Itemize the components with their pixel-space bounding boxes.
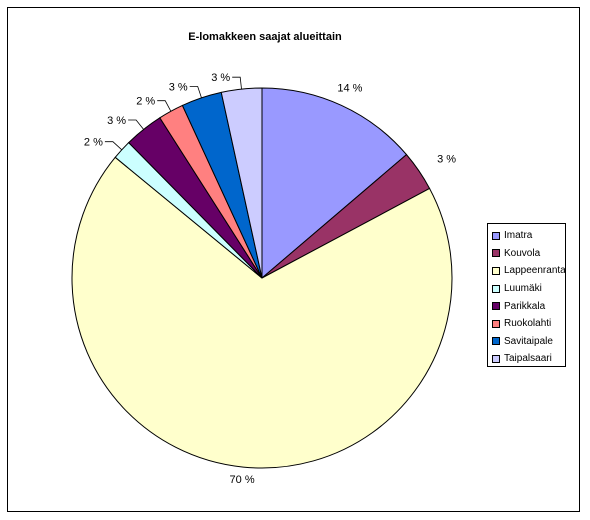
data-label-taipalsaari: 3 % bbox=[211, 72, 230, 84]
legend-item-taipalsaari: Taipalsaari bbox=[492, 350, 565, 368]
legend-label: Ruokolahti bbox=[504, 318, 552, 330]
data-label-ruokolahti: 2 % bbox=[136, 96, 155, 108]
leader-line-savitaipale bbox=[189, 86, 202, 99]
legend-label: Lappeenranta bbox=[504, 265, 566, 277]
legend-swatch bbox=[492, 284, 500, 293]
legend: Imatra Kouvola Lappeenranta Luumäki Parikkal… bbox=[487, 223, 566, 367]
data-label-lappeenranta: 70 % bbox=[230, 474, 255, 486]
data-label-savitaipale: 3 % bbox=[169, 82, 188, 94]
legend-item-imatra: Imatra bbox=[492, 227, 565, 245]
chart-title: E-lomakkeen saajat alueittain bbox=[188, 31, 342, 43]
legend-swatch bbox=[492, 249, 500, 258]
leader-line-ruokolahti bbox=[157, 100, 172, 112]
legend-swatch bbox=[492, 302, 500, 311]
chart-area: E-lomakkeen saajat alueittain 14 % 3 % 70 … bbox=[7, 7, 580, 512]
legend-swatch bbox=[492, 266, 500, 275]
legend-swatch bbox=[492, 231, 500, 240]
data-label-luumaki: 2 % bbox=[84, 137, 103, 149]
leader-line-parikkala bbox=[128, 119, 144, 130]
pie-slice-lappeenranta bbox=[71, 156, 453, 469]
leader-line-taipalsaari bbox=[232, 76, 242, 90]
legend-swatch bbox=[492, 354, 500, 363]
pie-slice-taipalsaari bbox=[220, 87, 263, 279]
data-label-parikkala: 3 % bbox=[107, 115, 126, 127]
pie-slice-imatra bbox=[261, 87, 408, 280]
legend-item-lappeenranta: Lappeenranta bbox=[492, 262, 566, 280]
legend-label: Kouvola bbox=[504, 247, 541, 259]
data-label-imatra: 14 % bbox=[337, 82, 362, 94]
legend-item-luumaki: Luumäki bbox=[492, 280, 565, 298]
legend-label: Luumäki bbox=[504, 283, 542, 295]
legend-item-savitaipale: Savitaipale bbox=[492, 333, 565, 351]
legend-swatch bbox=[492, 319, 500, 328]
legend-label: Taipalsaari bbox=[504, 353, 552, 365]
legend-label: Parikkala bbox=[504, 300, 546, 312]
legend-label: Savitaipale bbox=[504, 335, 553, 347]
pie-chart: E-lomakkeen saajat alueittain 14 % 3 % 70 … bbox=[71, 31, 456, 486]
legend-item-kouvola: Kouvola bbox=[492, 245, 565, 263]
legend-item-ruokolahti: Ruokolahti bbox=[492, 315, 565, 333]
legend-item-parikkala: Parikkala bbox=[492, 297, 565, 315]
data-label-kouvola: 3 % bbox=[437, 154, 456, 166]
leader-line-luumaki bbox=[104, 141, 123, 151]
legend-label: Imatra bbox=[504, 230, 533, 242]
legend-swatch bbox=[492, 337, 500, 346]
